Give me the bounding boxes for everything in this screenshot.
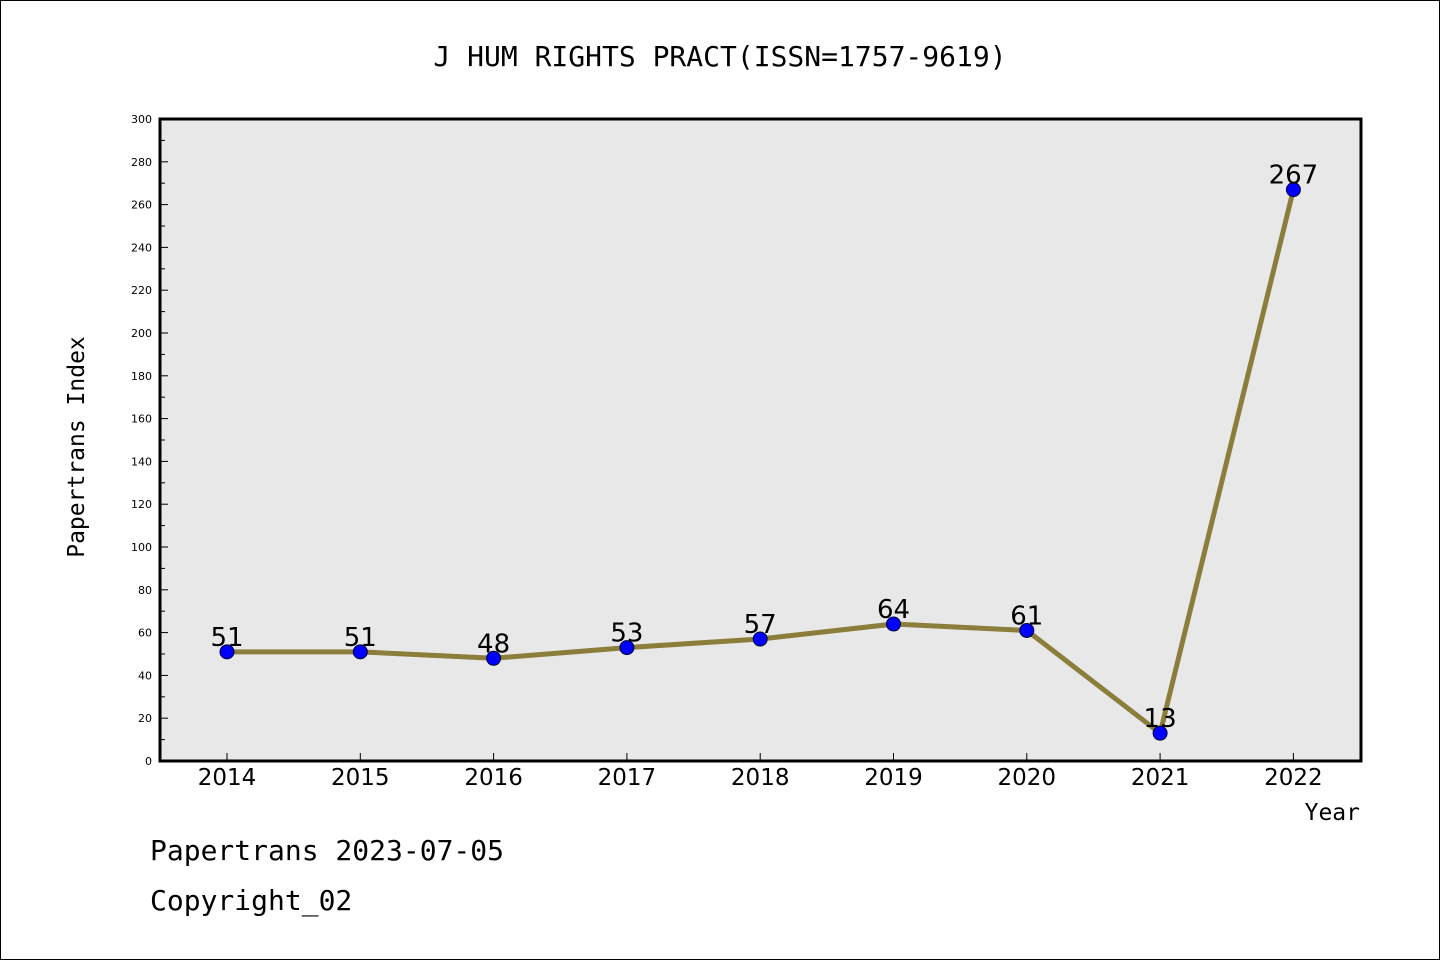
x-axis-label: Year: [1305, 800, 1360, 826]
footer-date: Papertrans 2023-07-05: [150, 834, 505, 867]
data-point: [1019, 622, 1035, 638]
x-tick-label: 2022: [1264, 765, 1323, 791]
data-label: 48: [477, 629, 510, 659]
y-axis: 0 20 40 60 80 100 120 140 160 180 200 220 240 260 280 3…: [131, 113, 168, 768]
x-tick-label: 2021: [1131, 765, 1190, 791]
y-tick-label: 140: [131, 455, 152, 468]
series-line: [219, 182, 1301, 741]
y-tick-label: 100: [131, 541, 152, 554]
y-tick-label: 120: [131, 498, 152, 511]
plot-area: [158, 117, 1363, 763]
data-point: [219, 644, 235, 660]
data-label: 64: [877, 595, 910, 625]
y-tick-label: 240: [131, 241, 152, 254]
data-point: [752, 631, 768, 647]
y-tick-label: 160: [131, 413, 152, 426]
data-point: [1152, 725, 1168, 741]
data-label: 57: [744, 610, 777, 640]
x-tick-label: 2018: [731, 765, 790, 791]
chart-title: J HUM RIGHTS PRACT(ISSN=1757-9619): [433, 40, 1006, 73]
data-point: [886, 616, 901, 632]
x-tick-label: 2015: [331, 765, 390, 791]
data-label: 51: [344, 623, 377, 653]
data-point: [619, 640, 635, 656]
y-tick-label: 40: [138, 669, 152, 682]
y-tick-label: 0: [145, 755, 152, 768]
y-tick-label: 20: [138, 712, 152, 725]
footer-copyright: Copyright_02: [150, 884, 353, 917]
y-tick-label: 260: [131, 199, 152, 212]
y-tick-label: 200: [131, 327, 152, 340]
data-label: 13: [1144, 704, 1177, 734]
y-tick-label: 180: [131, 370, 152, 383]
data-point: [352, 644, 368, 660]
data-labels: 51 51 48 53 57 64 61 13 267: [210, 161, 1318, 735]
x-axis: 2014 2015 2016 2017 2018 2019 2020 2021 2022: [198, 753, 1323, 791]
x-tick-label: 2019: [864, 765, 923, 791]
data-label: 53: [610, 619, 643, 649]
data-point: [1285, 182, 1301, 198]
data-label: 51: [210, 623, 243, 653]
y-tick-label: 220: [131, 284, 152, 297]
x-tick-label: 2016: [464, 765, 523, 791]
data-point: [486, 650, 502, 666]
data-label: 61: [1010, 601, 1043, 631]
x-tick-label: 2017: [598, 765, 657, 791]
y-axis-label: Papertrans Index: [64, 336, 90, 558]
data-label: 267: [1269, 161, 1319, 191]
y-tick-label: 280: [131, 156, 152, 169]
y-tick-label: 80: [138, 584, 152, 597]
y-tick-label: 60: [138, 627, 152, 640]
x-tick-label: 2020: [998, 765, 1057, 791]
y-tick-label: 300: [131, 113, 152, 126]
x-tick-label: 2014: [198, 765, 257, 791]
